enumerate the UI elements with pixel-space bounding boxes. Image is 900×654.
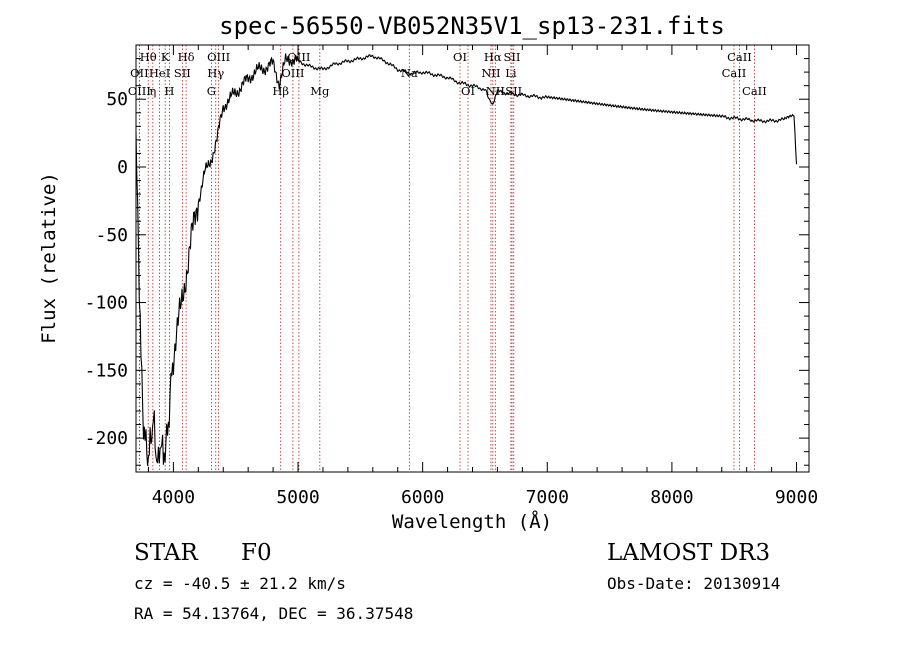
line-label: OII [130,66,149,80]
line-label: HeI [149,66,170,80]
x-tick-label: 6000 [401,487,444,508]
y-tick-label: -200 [85,428,128,449]
y-tick-label: 50 [106,89,128,110]
y-axis-ticks: -200 -150 -100 -50 0 50 [85,58,809,466]
line-label: SII [505,84,522,98]
spectral-subclass: F0 [241,540,272,566]
line-label: SII [504,50,521,64]
line-label: Hα [484,50,502,64]
x-axis-ticks: 4000 5000 6000 7000 8000 9000 [147,45,818,508]
x-axis-label: Wavelength (Å) [392,510,552,533]
emission-line-markers [138,45,755,472]
line-label: SII [174,66,191,80]
line-label: Mg [310,84,330,98]
line-label: CaII [727,50,752,64]
plot-frame [135,44,810,473]
y-tick-label: -150 [85,360,128,381]
line-label: η [149,84,156,98]
x-tick-label: 8000 [650,487,693,508]
x-tick-label: 5000 [276,487,319,508]
y-tick-label: -50 [95,225,128,246]
line-label: CaII [742,84,767,98]
x-tick-label: 9000 [775,487,818,508]
line-label: OI [461,84,475,98]
y-tick-label: 0 [117,157,128,178]
line-label: G [207,84,216,98]
line-label: Li [505,66,517,80]
line-label: Hβ [272,84,289,98]
redshift-value: cz = -40.5 ± 21.2 km/s [134,574,346,593]
line-label: CaII [722,66,747,80]
object-class: STAR [134,540,198,566]
line-label: Hθ [140,50,157,64]
line-label: NII [486,84,505,98]
line-label: OIII [207,50,230,64]
x-tick-label: 7000 [526,487,569,508]
line-label: Hδ [178,50,195,64]
line-label: NII [481,66,500,80]
line-label: K [161,50,170,64]
flux-series-line [135,53,798,466]
survey-label: LAMOST DR3 [607,540,770,566]
y-axis-label: Flux (relative) [38,172,60,344]
line-label: OIII [128,84,151,98]
line-label: Hγ [207,66,224,80]
observation-date: Obs-Date: 20130914 [607,574,780,593]
line-label: H [164,84,174,98]
y-tick-label: -100 [85,293,128,314]
x-tick-label: 4000 [152,487,195,508]
coordinates: RA = 54.13764, DEC = 36.37548 [134,604,413,623]
line-label: OIII [281,66,304,80]
chart-title: spec-56550-VB052N35V1_sp13-231.fits [219,12,725,40]
line-label: OI [453,50,467,64]
